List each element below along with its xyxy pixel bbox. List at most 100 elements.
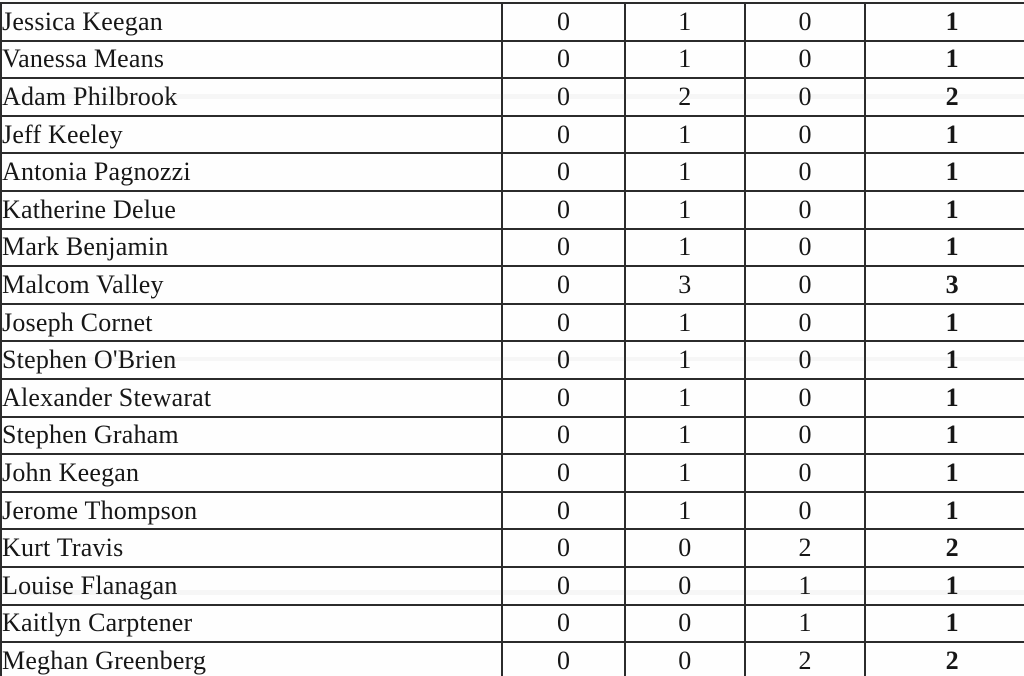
person-name-cell: Jeff Keeley xyxy=(0,114,504,155)
person-name-cell: Meghan Greenberg xyxy=(0,641,504,676)
table-row: Alexander Stewarat 0 1 0 1 xyxy=(0,377,1024,418)
count-col1-cell: 0 xyxy=(501,2,626,42)
count-col1-cell: 0 xyxy=(501,152,626,192)
count-col2-cell: 1 xyxy=(623,377,746,418)
count-col3-cell: 0 xyxy=(743,490,867,531)
count-col2-cell: 1 xyxy=(623,152,746,192)
count-col2-cell: 1 xyxy=(623,415,746,456)
person-name-cell: Alexander Stewarat xyxy=(0,377,504,418)
table-row: Malcom Valley 0 3 0 3 xyxy=(0,265,1024,305)
table-row: Stephen O'Brien 0 1 0 1 xyxy=(0,340,1024,380)
person-name-cell: John Keegan xyxy=(0,453,504,493)
table-row: Mark Benjamin 0 1 0 1 xyxy=(0,227,1024,268)
count-col1-cell: 0 xyxy=(501,265,626,305)
count-col2-cell: 1 xyxy=(623,227,746,268)
count-col3-cell: 0 xyxy=(743,377,867,418)
total-cell: 1 xyxy=(864,2,1024,42)
count-col1-cell: 0 xyxy=(501,302,626,343)
count-col1-cell: 0 xyxy=(501,39,626,80)
count-col3-cell: 0 xyxy=(743,340,867,380)
total-cell: 2 xyxy=(864,641,1024,676)
person-name-cell: Jessica Keegan xyxy=(0,2,504,42)
count-col3-cell: 0 xyxy=(743,189,867,230)
total-cell: 1 xyxy=(864,453,1024,493)
count-col2-cell: 0 xyxy=(623,565,746,606)
total-cell: 1 xyxy=(864,490,1024,531)
total-cell: 1 xyxy=(864,565,1024,606)
count-col1-cell: 0 xyxy=(501,415,626,456)
count-col3-cell: 0 xyxy=(743,302,867,343)
count-col3-cell: 2 xyxy=(743,528,867,568)
count-col1-cell: 0 xyxy=(501,377,626,418)
table-row: Joseph Cornet 0 1 0 1 xyxy=(0,302,1024,343)
total-cell: 1 xyxy=(864,603,1024,644)
person-name-cell: Louise Flanagan xyxy=(0,565,504,606)
person-name-cell: Jerome Thompson xyxy=(0,490,504,531)
count-col1-cell: 0 xyxy=(501,565,626,606)
table-row: Jessica Keegan 0 1 0 1 xyxy=(0,2,1024,42)
person-name-cell: Kaitlyn Carptener xyxy=(0,603,504,644)
person-name-cell: Stephen O'Brien xyxy=(0,340,504,380)
total-cell: 1 xyxy=(864,227,1024,268)
count-col2-cell: 2 xyxy=(623,77,746,117)
table-row: Jeff Keeley 0 1 0 1 xyxy=(0,114,1024,155)
total-cell: 1 xyxy=(864,189,1024,230)
table-row: Kaitlyn Carptener 0 0 1 1 xyxy=(0,603,1024,644)
count-col3-cell: 2 xyxy=(743,641,867,676)
count-col2-cell: 1 xyxy=(623,189,746,230)
count-col3-cell: 1 xyxy=(743,603,867,644)
count-col2-cell: 0 xyxy=(623,603,746,644)
count-col2-cell: 1 xyxy=(623,39,746,80)
count-col3-cell: 0 xyxy=(743,77,867,117)
count-col1-cell: 0 xyxy=(501,340,626,380)
table-row: Meghan Greenberg 0 0 2 2 xyxy=(0,641,1024,676)
count-col2-cell: 1 xyxy=(623,340,746,380)
table-row: Vanessa Means 0 1 0 1 xyxy=(0,39,1024,80)
count-col3-cell: 0 xyxy=(743,114,867,155)
count-col1-cell: 0 xyxy=(501,453,626,493)
count-col2-cell: 1 xyxy=(623,2,746,42)
count-col1-cell: 0 xyxy=(501,77,626,117)
table-row: Katherine Delue 0 1 0 1 xyxy=(0,189,1024,230)
count-col2-cell: 1 xyxy=(623,490,746,531)
person-name-cell: Mark Benjamin xyxy=(0,227,504,268)
total-cell: 1 xyxy=(864,152,1024,192)
total-cell: 3 xyxy=(864,265,1024,305)
total-cell: 1 xyxy=(864,302,1024,343)
count-col1-cell: 0 xyxy=(501,114,626,155)
count-col3-cell: 0 xyxy=(743,227,867,268)
total-cell: 1 xyxy=(864,415,1024,456)
total-cell: 2 xyxy=(864,528,1024,568)
count-col3-cell: 0 xyxy=(743,415,867,456)
count-col3-cell: 0 xyxy=(743,453,867,493)
table-row: Adam Philbrook 0 2 0 2 xyxy=(0,77,1024,117)
total-cell: 1 xyxy=(864,377,1024,418)
count-col3-cell: 0 xyxy=(743,152,867,192)
count-col3-cell: 1 xyxy=(743,565,867,606)
count-col1-cell: 0 xyxy=(501,227,626,268)
table-row: Stephen Graham 0 1 0 1 xyxy=(0,415,1024,456)
count-col2-cell: 1 xyxy=(623,114,746,155)
count-col3-cell: 0 xyxy=(743,2,867,42)
count-col2-cell: 0 xyxy=(623,641,746,676)
table-row: John Keegan 0 1 0 1 xyxy=(0,453,1024,493)
count-col1-cell: 0 xyxy=(501,528,626,568)
total-cell: 2 xyxy=(864,77,1024,117)
person-name-cell: Vanessa Means xyxy=(0,39,504,80)
total-cell: 1 xyxy=(864,340,1024,380)
count-col1-cell: 0 xyxy=(501,603,626,644)
table-row: Antonia Pagnozzi 0 1 0 1 xyxy=(0,152,1024,192)
count-col3-cell: 0 xyxy=(743,265,867,305)
person-name-cell: Malcom Valley xyxy=(0,265,504,305)
count-col2-cell: 0 xyxy=(623,528,746,568)
count-col2-cell: 1 xyxy=(623,302,746,343)
table-row: Jerome Thompson 0 1 0 1 xyxy=(0,490,1024,531)
count-col2-cell: 1 xyxy=(623,453,746,493)
table-row: Kurt Travis 0 0 2 2 xyxy=(0,528,1024,568)
count-col1-cell: 0 xyxy=(501,641,626,676)
total-cell: 1 xyxy=(864,114,1024,155)
person-name-cell: Stephen Graham xyxy=(0,415,504,456)
count-col1-cell: 0 xyxy=(501,189,626,230)
